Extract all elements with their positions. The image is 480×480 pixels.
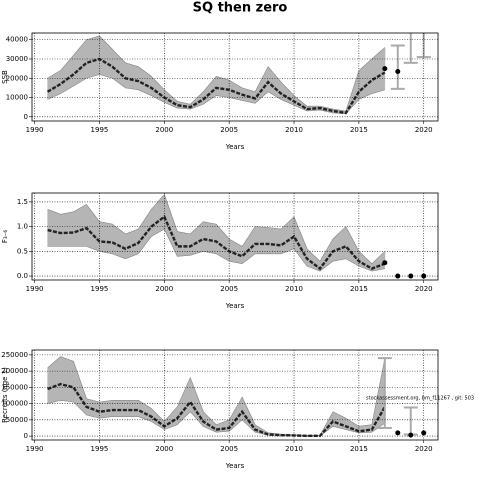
confidence-band — [125, 62, 139, 91]
y-tick-label: 200000 — [1, 367, 28, 375]
y-tick-label: 0.5 — [17, 247, 28, 255]
y-tick-label: 1.5 — [17, 198, 28, 206]
y-tick-label: 1.0 — [17, 223, 28, 231]
x-tick-label: 1995 — [91, 285, 109, 293]
projection-point — [382, 260, 388, 266]
confidence-band — [86, 203, 100, 252]
chart-title: SQ then zero — [193, 1, 288, 16]
confidence-band — [254, 226, 269, 255]
plot-area — [47, 356, 427, 438]
x-axis-label: Years — [225, 143, 245, 151]
y-tick-label: 100000 — [1, 400, 28, 408]
projection-point — [395, 69, 401, 75]
confidence-band — [73, 361, 87, 416]
y-tick-label: 250000 — [1, 351, 28, 359]
confidence-band — [60, 211, 75, 247]
x-tick-label: 1995 — [91, 126, 109, 134]
x-tick-label: 2010 — [285, 445, 303, 453]
confidence-band — [332, 226, 347, 262]
confidence-band — [358, 58, 373, 100]
band-edge — [47, 35, 386, 112]
confidence-band — [293, 95, 308, 112]
confidence-band — [47, 356, 62, 404]
band-edge — [47, 228, 385, 272]
projection-point — [382, 66, 388, 72]
confidence-band — [164, 194, 178, 257]
y-tick-label: 150000 — [1, 383, 28, 391]
x-tick-label: 2020 — [415, 445, 433, 453]
y-tick-label: 0.0 — [17, 272, 28, 280]
y-axis-label: SSB — [1, 70, 9, 84]
confidence-band — [99, 400, 113, 419]
confidence-band — [47, 209, 62, 247]
confidence-band — [138, 208, 152, 255]
y-tick-label: 30000 — [6, 55, 28, 63]
y-axis-label: Recruits (age 1) — [1, 367, 9, 423]
x-tick-label: 2020 — [415, 126, 433, 134]
confidence-band — [99, 35, 113, 79]
y-tick-label: 0 — [24, 432, 28, 440]
estimate-line — [47, 214, 386, 271]
plot-area — [46, 33, 431, 115]
projection-point — [408, 432, 414, 438]
annotation: stockassessment.org, bm_f11267 , git: 50… — [366, 396, 474, 402]
x-tick-label: 2020 — [415, 285, 433, 293]
x-tick-label: 1990 — [26, 445, 44, 453]
x-tick-label: 2000 — [155, 126, 173, 134]
x-tick-label: 2010 — [285, 126, 303, 134]
x-tick-label: 2015 — [350, 285, 368, 293]
x-tick-label: 1995 — [91, 445, 109, 453]
confidence-band — [112, 400, 126, 417]
estimate-line — [47, 382, 386, 437]
x-tick-label: 2000 — [155, 285, 173, 293]
plot-frame — [31, 192, 439, 281]
confidence-band — [138, 66, 152, 96]
y-tick-label: 20000 — [6, 74, 28, 82]
band-edge — [47, 400, 385, 437]
y-tick-label: 40000 — [6, 36, 28, 44]
x-tick-label: 2015 — [350, 445, 368, 453]
x-tick-label: 1990 — [26, 126, 44, 134]
confidence-band — [267, 66, 282, 100]
band-edge — [47, 74, 385, 115]
x-tick-label: 2010 — [285, 285, 303, 293]
confidence-band — [60, 356, 75, 403]
plot-frame — [31, 32, 439, 122]
x-tick-label: 1990 — [26, 285, 44, 293]
confidence-band — [125, 400, 139, 417]
x-tick-label: 2005 — [220, 285, 238, 293]
x-axis-label: Years — [225, 462, 245, 470]
confidence-band — [371, 46, 386, 94]
x-tick-label: 2015 — [350, 126, 368, 134]
confidence-band — [99, 221, 113, 255]
confidence-band — [267, 227, 282, 255]
confidence-band — [215, 223, 230, 262]
plot-frame — [31, 349, 439, 441]
confidence-band — [164, 406, 178, 430]
x-tick-label: 2005 — [220, 126, 238, 134]
band-edge — [47, 193, 386, 265]
x-tick-label: 2005 — [220, 445, 238, 453]
confidence-band — [280, 216, 295, 255]
x-axis-label: Years — [225, 302, 245, 310]
confidence-band — [177, 231, 191, 257]
confidence-band — [241, 225, 256, 265]
y-tick-label: 0 — [24, 113, 28, 121]
plot-area — [47, 193, 427, 279]
projection-point — [408, 273, 414, 279]
y-tick-label: 10000 — [6, 94, 28, 102]
estimate-line — [46, 57, 386, 115]
projection-point — [395, 430, 401, 436]
y-tick-label: 50000 — [6, 416, 28, 424]
y-axis-label: F₃₋₆ — [1, 230, 9, 244]
band-edge — [47, 356, 386, 436]
confidence-band — [86, 35, 100, 79]
x-tick-label: 2000 — [155, 445, 173, 453]
